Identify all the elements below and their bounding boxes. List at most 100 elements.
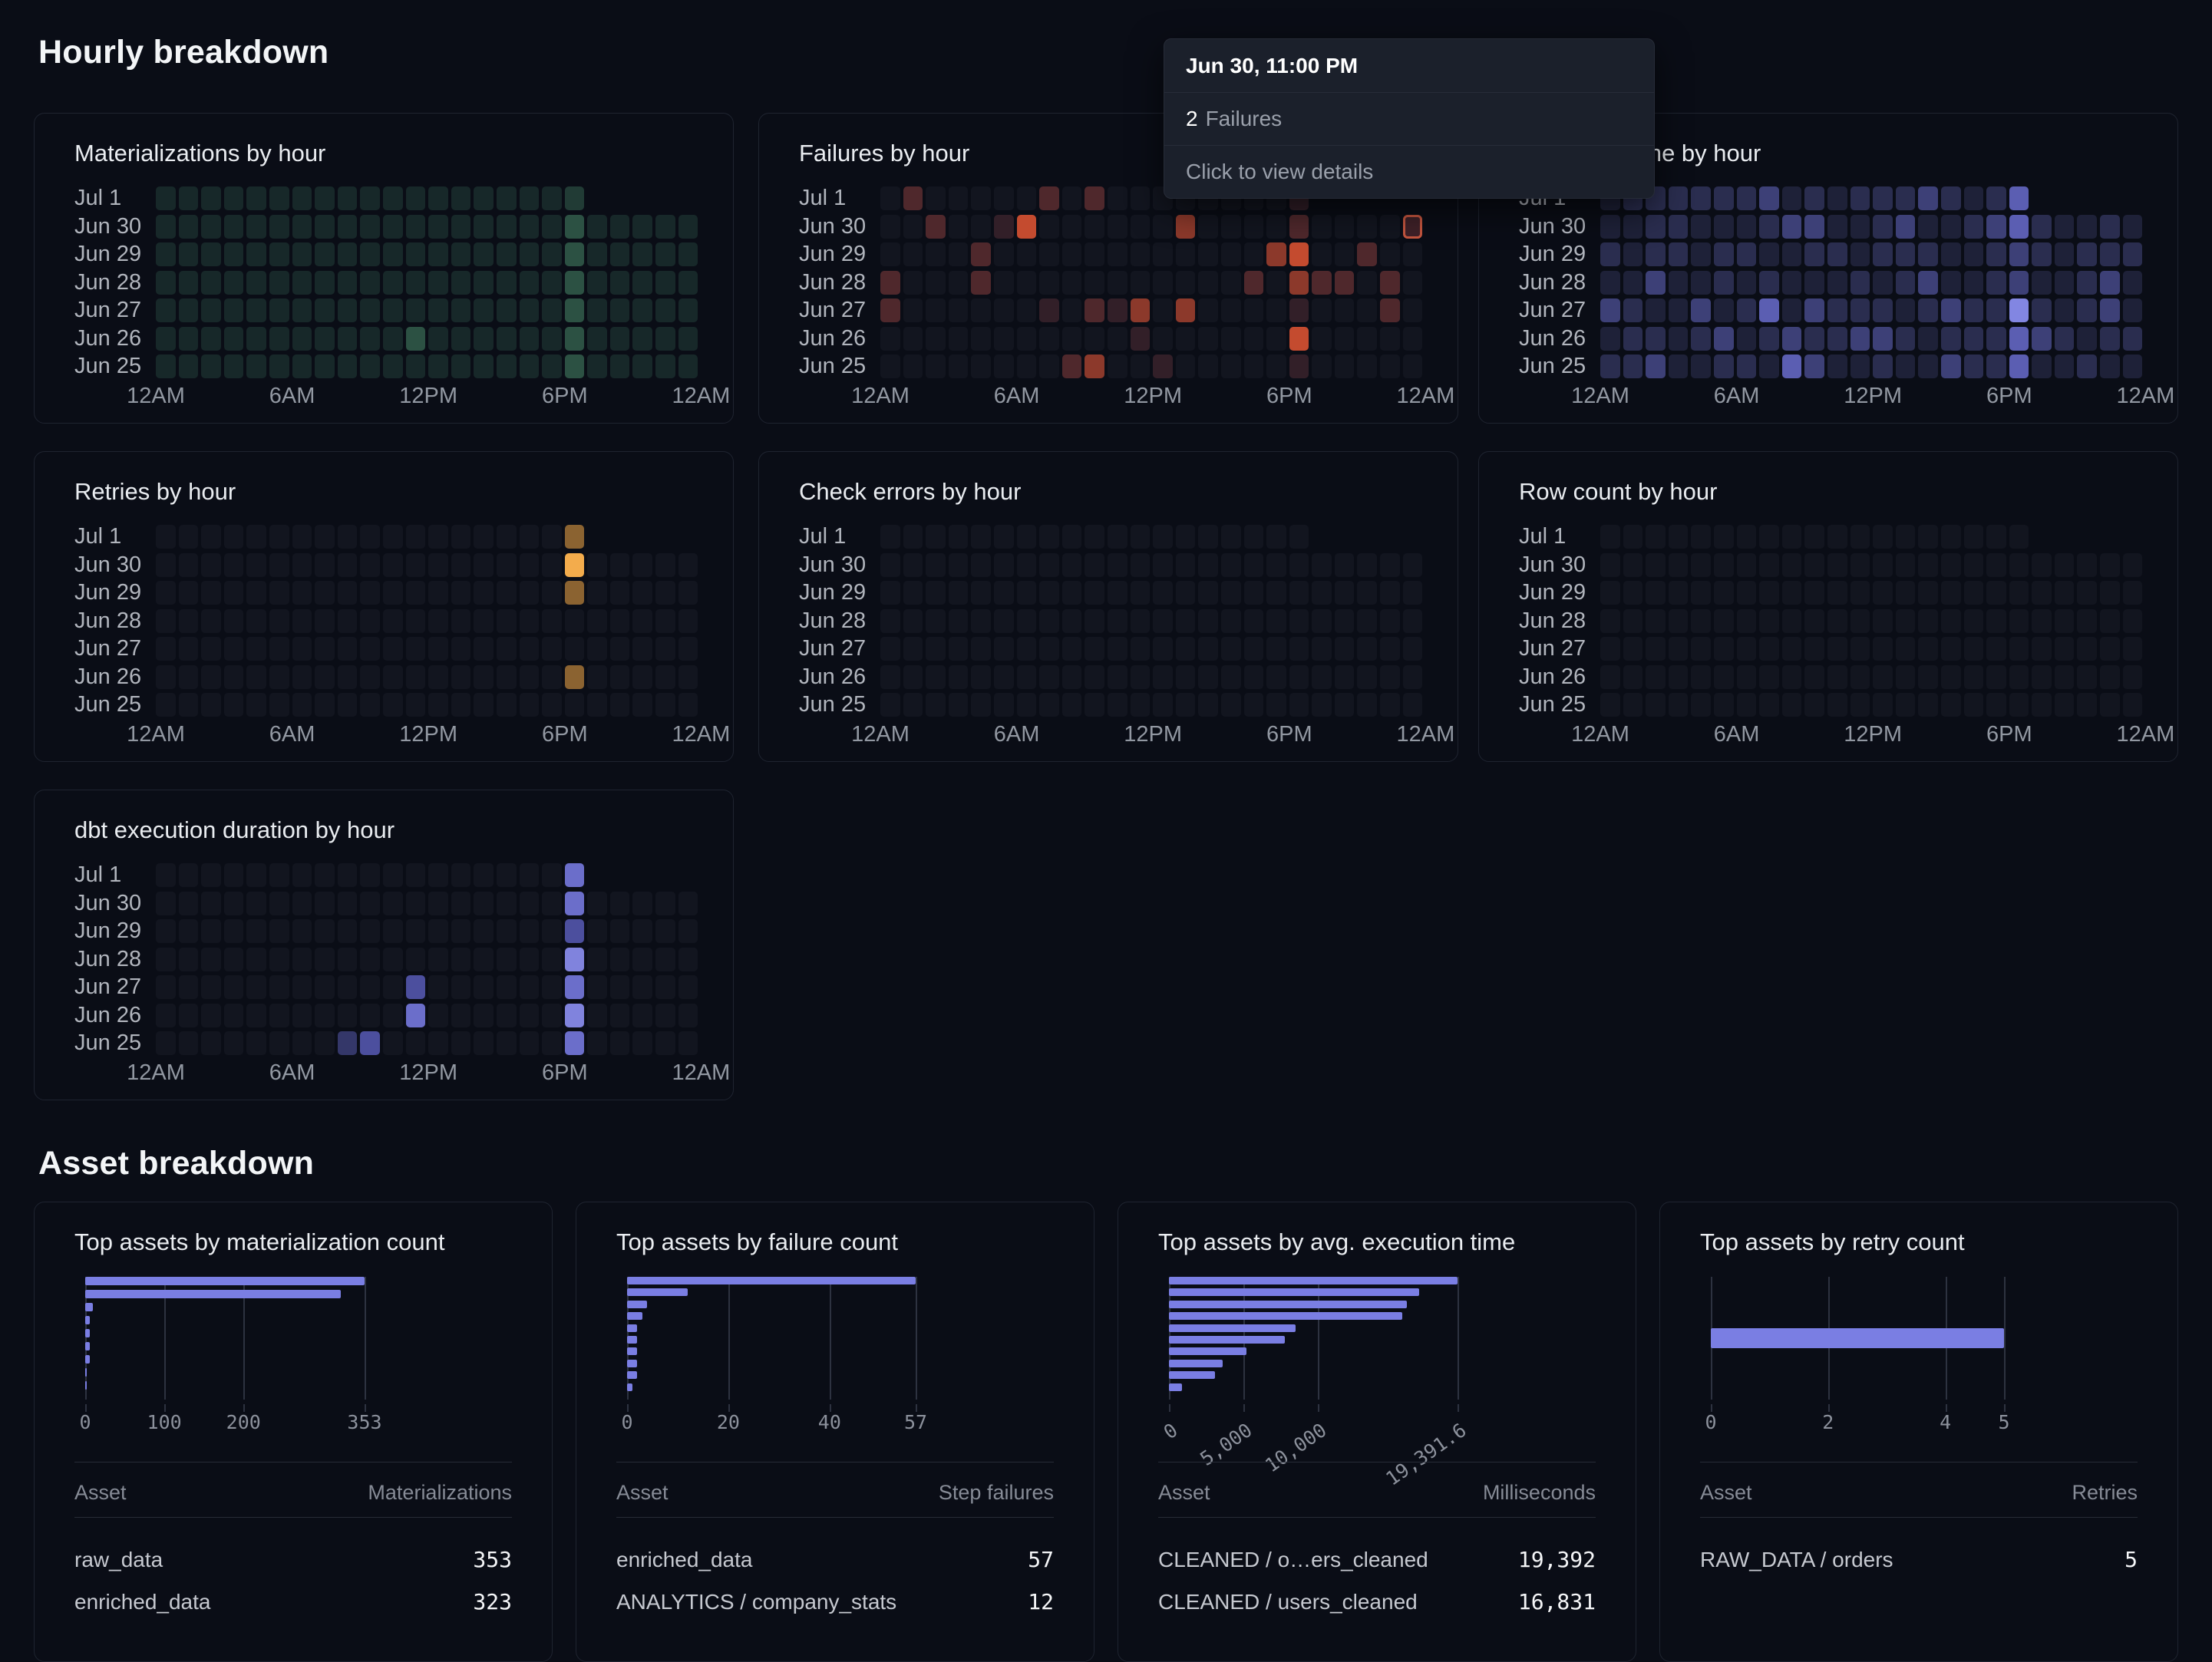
heatmap-cell[interactable]	[564, 637, 585, 661]
heatmap-cell[interactable]	[292, 552, 312, 577]
bar[interactable]	[1169, 1359, 1223, 1367]
heatmap-cell[interactable]	[2009, 242, 2029, 266]
heatmap-cell[interactable]	[337, 664, 358, 689]
heatmap-cell[interactable]	[223, 975, 244, 999]
heatmap-cell[interactable]	[2032, 664, 2052, 689]
heatmap-cell[interactable]	[1804, 637, 1824, 661]
heatmap-cell[interactable]	[971, 270, 991, 295]
heatmap-cell[interactable]	[223, 693, 244, 717]
heatmap-cell[interactable]	[405, 186, 426, 210]
heatmap-cell[interactable]	[1085, 186, 1104, 210]
heatmap-cell[interactable]	[1016, 186, 1037, 210]
heatmap-cell[interactable]	[2100, 552, 2120, 577]
heatmap-cell[interactable]	[223, 326, 244, 351]
heatmap-cell[interactable]	[1850, 186, 1870, 210]
heatmap-cell[interactable]	[948, 214, 969, 239]
heatmap-cell[interactable]	[1873, 214, 1893, 239]
heatmap-cell[interactable]	[2032, 242, 2052, 266]
heatmap-cell[interactable]	[926, 326, 946, 351]
heatmap-cell[interactable]	[1781, 214, 1802, 239]
heatmap-cell[interactable]	[632, 581, 653, 605]
heatmap-cell[interactable]	[678, 891, 698, 915]
heatmap-cell[interactable]	[1646, 354, 1666, 378]
heatmap-cell[interactable]	[1713, 581, 1734, 605]
heatmap-cell[interactable]	[405, 891, 426, 915]
heatmap-cell[interactable]	[926, 354, 946, 378]
heatmap-cell[interactable]	[1713, 186, 1734, 210]
heatmap-cell[interactable]	[519, 242, 540, 266]
heatmap-cell[interactable]	[1085, 581, 1104, 605]
heatmap-cell[interactable]	[1827, 270, 1847, 295]
heatmap-cell[interactable]	[1016, 664, 1037, 689]
heatmap-cell[interactable]	[246, 1031, 266, 1055]
heatmap-cell[interactable]	[315, 525, 335, 549]
heatmap-cell[interactable]	[1827, 326, 1847, 351]
heatmap-cell[interactable]	[496, 919, 517, 943]
heatmap-cell[interactable]	[201, 214, 221, 239]
heatmap-cell[interactable]	[1402, 326, 1423, 351]
heatmap-cell[interactable]	[1850, 581, 1870, 605]
bar[interactable]	[627, 1312, 642, 1321]
heatmap-cell[interactable]	[1736, 608, 1757, 633]
heatmap-cell[interactable]	[1289, 326, 1309, 351]
heatmap-cell[interactable]	[542, 975, 562, 999]
heatmap-cell[interactable]	[1061, 552, 1082, 577]
heatmap-cell[interactable]	[678, 326, 698, 351]
heatmap-cell[interactable]	[2009, 637, 2029, 661]
heatmap-cell[interactable]	[428, 581, 448, 605]
heatmap-cell[interactable]	[496, 298, 517, 322]
heatmap-cell[interactable]	[1963, 270, 1984, 295]
heatmap-cell[interactable]	[1153, 637, 1173, 661]
heatmap-cell[interactable]	[1175, 214, 1196, 239]
heatmap-cell[interactable]	[156, 326, 176, 351]
heatmap-cell[interactable]	[1804, 693, 1824, 717]
heatmap-cell[interactable]	[246, 298, 266, 322]
heatmap-cell[interactable]	[1153, 693, 1173, 717]
heatmap-cell[interactable]	[564, 354, 585, 378]
heatmap-cell[interactable]	[382, 1003, 403, 1027]
heatmap-cell[interactable]	[405, 326, 426, 351]
heatmap-cell[interactable]	[1850, 552, 1870, 577]
heatmap-cell[interactable]	[632, 354, 653, 378]
heatmap-cell[interactable]	[1918, 214, 1938, 239]
heatmap-cell[interactable]	[178, 270, 199, 295]
heatmap-cell[interactable]	[292, 214, 312, 239]
heatmap-cell[interactable]	[292, 975, 312, 999]
heatmap-cell[interactable]	[1266, 326, 1286, 351]
heatmap-cell[interactable]	[201, 326, 221, 351]
heatmap-cell[interactable]	[246, 326, 266, 351]
heatmap-cell[interactable]	[1736, 214, 1757, 239]
heatmap-cell[interactable]	[655, 552, 675, 577]
heatmap-cell[interactable]	[678, 637, 698, 661]
heatmap-cell[interactable]	[223, 664, 244, 689]
heatmap-cell[interactable]	[1668, 637, 1689, 661]
heatmap-cell[interactable]	[156, 354, 176, 378]
heatmap-cell[interactable]	[1312, 693, 1332, 717]
heatmap-cell[interactable]	[1850, 525, 1870, 549]
heatmap-cell[interactable]	[632, 891, 653, 915]
heatmap-cell[interactable]	[1895, 326, 1916, 351]
heatmap-cell[interactable]	[1357, 608, 1378, 633]
heatmap-cell[interactable]	[948, 608, 969, 633]
heatmap-cell[interactable]	[542, 298, 562, 322]
heatmap-cell[interactable]	[587, 891, 607, 915]
heatmap-cell[interactable]	[496, 637, 517, 661]
heatmap-cell[interactable]	[1220, 214, 1241, 239]
heatmap-cell[interactable]	[880, 693, 900, 717]
heatmap-cell[interactable]	[2122, 552, 2143, 577]
heatmap-cell[interactable]	[1736, 525, 1757, 549]
heatmap-cell[interactable]	[474, 214, 494, 239]
heatmap-cell[interactable]	[1175, 525, 1196, 549]
heatmap-cell[interactable]	[2077, 326, 2098, 351]
heatmap-cell[interactable]	[519, 1003, 540, 1027]
heatmap-cell[interactable]	[223, 552, 244, 577]
heatmap-cell[interactable]	[405, 214, 426, 239]
heatmap-cell[interactable]	[1198, 581, 1218, 605]
heatmap-cell[interactable]	[474, 298, 494, 322]
heatmap-cell[interactable]	[360, 693, 380, 717]
heatmap-cell[interactable]	[1804, 608, 1824, 633]
bar[interactable]	[627, 1347, 638, 1356]
bar[interactable]	[1169, 1288, 1420, 1297]
heatmap-cell[interactable]	[1600, 354, 1620, 378]
heatmap-cell[interactable]	[428, 975, 448, 999]
